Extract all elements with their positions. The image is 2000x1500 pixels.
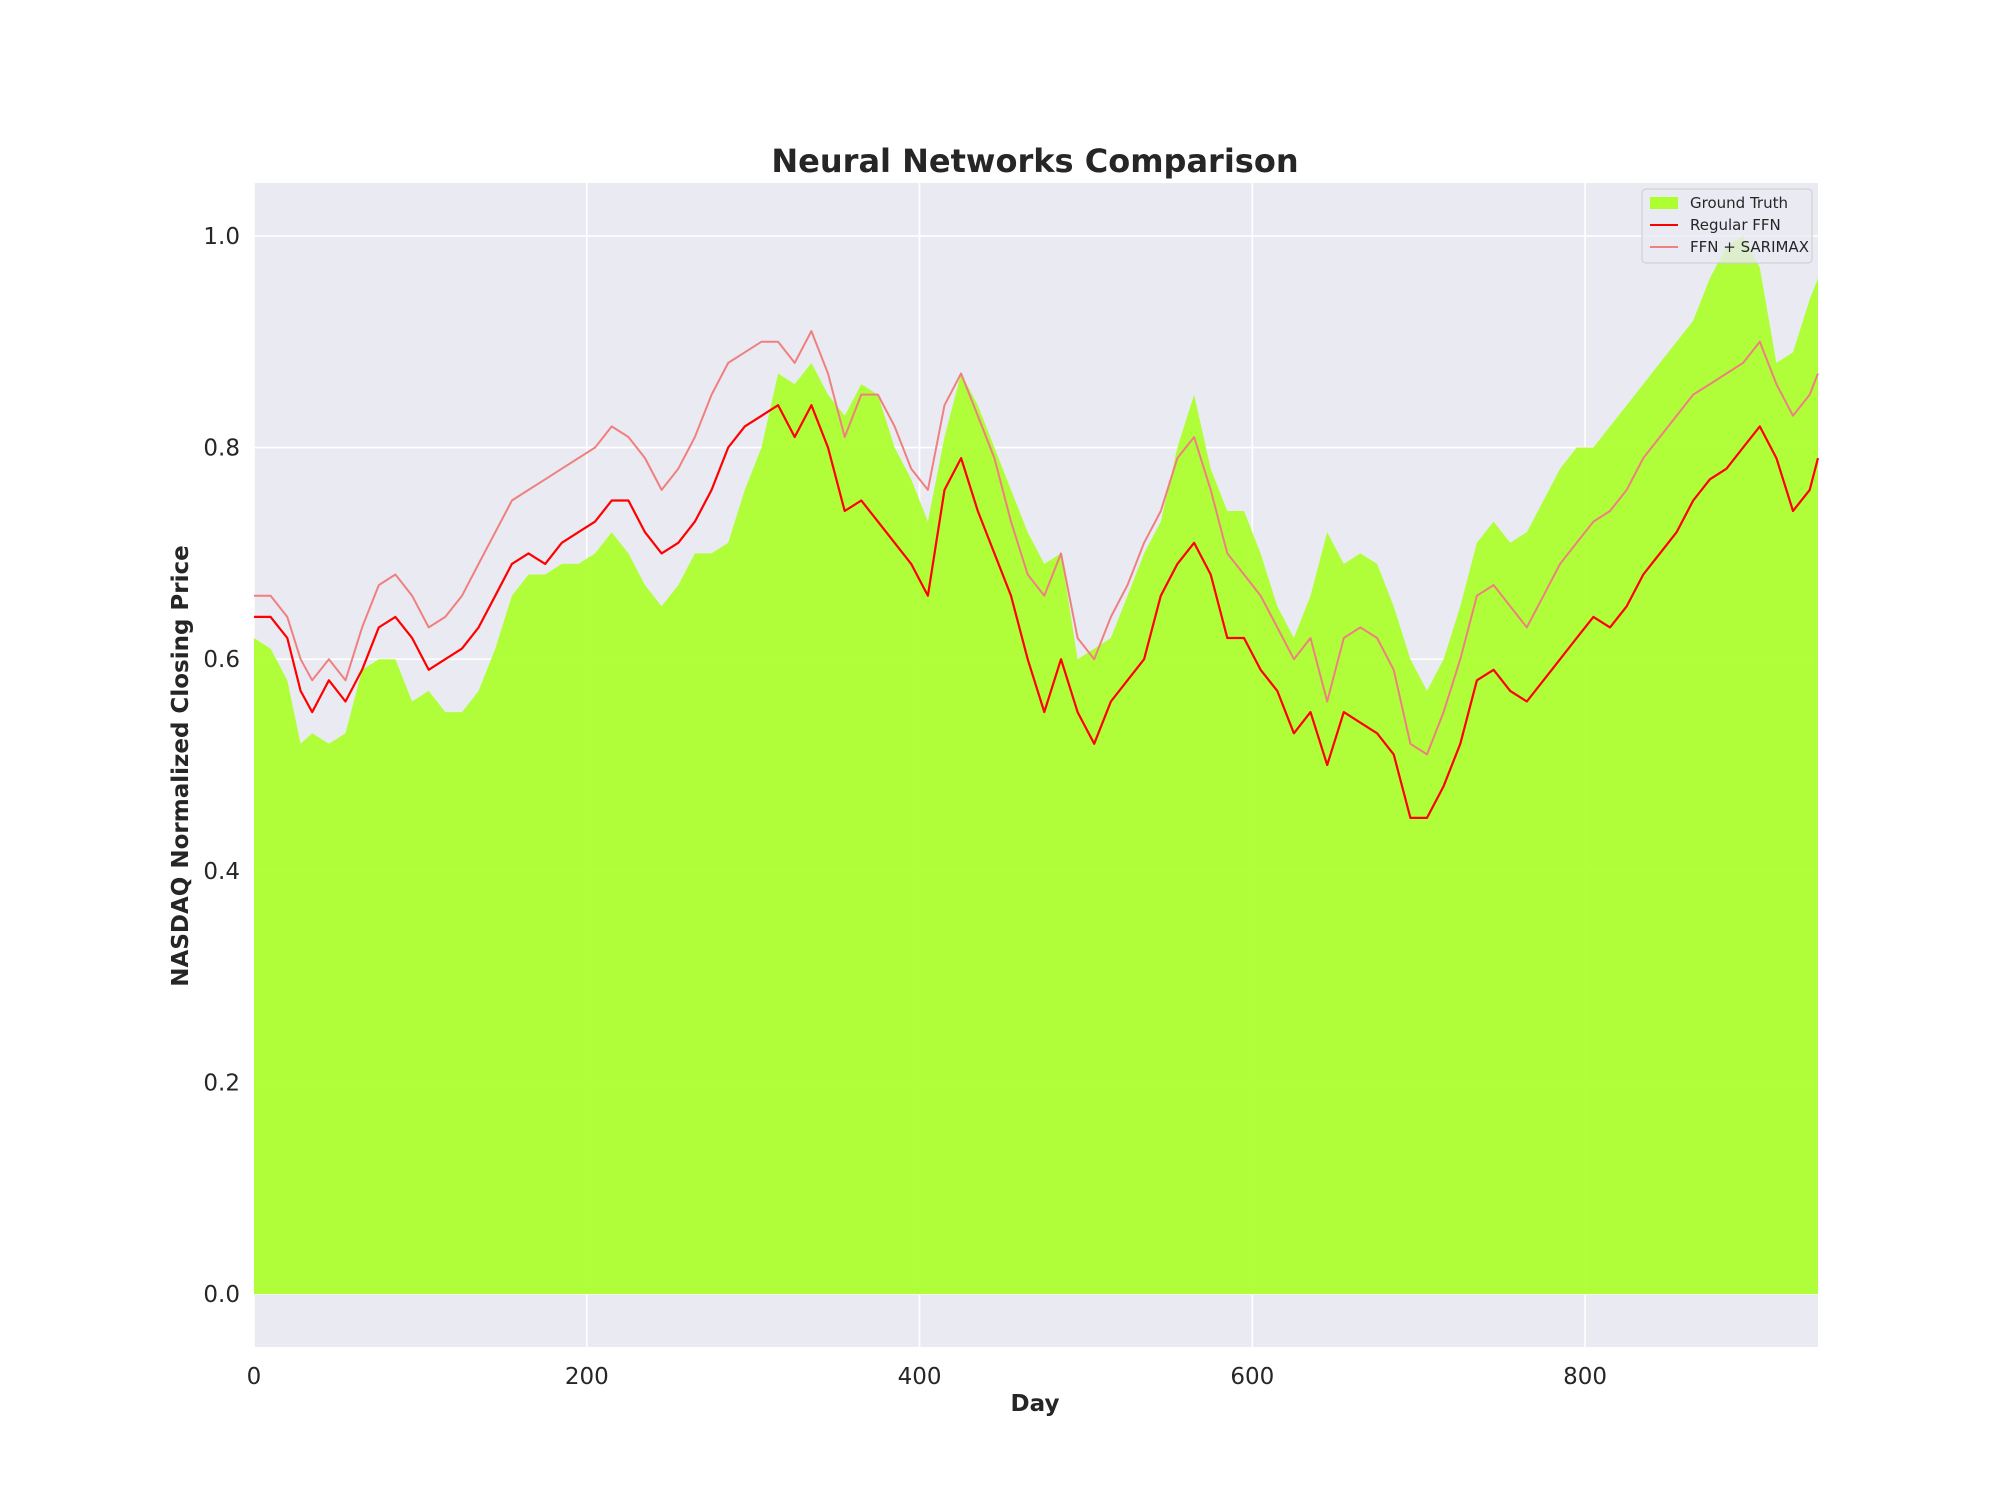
- tick-labels: 0 200 400 600 800 0.0 0.2 0.4 0.6 0.8 1.0: [203, 224, 1607, 1390]
- y-tick-label: 0.4: [203, 859, 240, 885]
- y-tick-label: 1.0: [203, 224, 240, 250]
- x-tick-label: 800: [1563, 1364, 1607, 1390]
- y-tick-label: 0.6: [203, 647, 240, 673]
- legend-label: Regular FFN: [1690, 216, 1781, 234]
- y-tick-label: 0.0: [203, 1282, 240, 1308]
- chart-title: Neural Networks Comparison: [771, 142, 1298, 180]
- y-tick-label: 0.2: [203, 1070, 240, 1096]
- y-tick-label: 0.8: [203, 436, 240, 462]
- x-axis-label: Day: [1011, 1391, 1060, 1417]
- legend: Ground Truth Regular FFN FFN + SARIMAX: [1641, 188, 1813, 264]
- data-layer: [254, 235, 1820, 1295]
- legend-box: [1641, 188, 1813, 264]
- y-axis-label: NASDAQ Normalized Closing Price: [168, 545, 194, 986]
- legend-label: FFN + SARIMAX: [1690, 238, 1809, 256]
- legend-label: Ground Truth: [1690, 194, 1788, 212]
- x-tick-label: 400: [898, 1364, 942, 1390]
- ffn-sarimax-line: [254, 330, 1819, 756]
- x-tick-label: 600: [1230, 1364, 1274, 1390]
- x-tick-label: 200: [565, 1364, 609, 1390]
- x-tick-label: 0: [247, 1364, 262, 1390]
- regular-ffn-line: [254, 404, 1820, 819]
- ground-truth-area: [254, 235, 1818, 1295]
- legend-swatch: [1650, 197, 1678, 209]
